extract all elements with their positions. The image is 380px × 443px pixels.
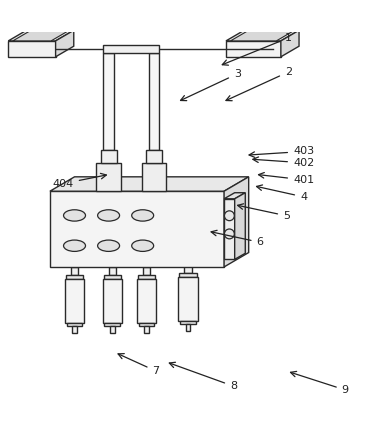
Text: 3: 3 [180,69,241,101]
Polygon shape [65,279,84,323]
Polygon shape [142,267,150,275]
Polygon shape [55,30,74,57]
Ellipse shape [98,210,120,221]
Text: 6: 6 [211,230,264,247]
Text: 5: 5 [238,204,290,221]
Polygon shape [231,30,294,41]
Polygon shape [224,177,249,267]
Ellipse shape [132,210,154,221]
Polygon shape [226,30,299,41]
Polygon shape [186,324,190,331]
Text: 7: 7 [118,354,160,376]
Polygon shape [104,275,121,279]
Circle shape [225,211,234,221]
Ellipse shape [132,240,154,252]
Text: 403: 403 [249,147,314,157]
Polygon shape [179,272,197,277]
Polygon shape [184,265,192,272]
Polygon shape [149,53,159,150]
Polygon shape [101,150,117,163]
Text: 4: 4 [256,185,307,202]
Polygon shape [180,321,196,324]
Polygon shape [71,267,78,275]
Text: 9: 9 [291,371,349,395]
Text: 8: 8 [169,362,237,391]
Polygon shape [178,277,198,321]
Polygon shape [50,191,224,267]
Polygon shape [142,163,166,191]
Ellipse shape [98,240,120,252]
Polygon shape [138,323,154,326]
Polygon shape [50,177,249,191]
Text: 1: 1 [222,33,292,65]
Polygon shape [146,150,162,163]
Text: 402: 402 [253,157,314,168]
Polygon shape [66,323,82,326]
Polygon shape [224,199,235,259]
Ellipse shape [63,240,86,252]
Polygon shape [103,53,114,150]
Polygon shape [144,326,149,333]
Polygon shape [8,30,74,41]
Polygon shape [226,41,281,57]
Polygon shape [137,279,156,323]
Polygon shape [103,279,122,323]
Polygon shape [109,267,116,275]
Polygon shape [281,30,299,57]
Circle shape [225,229,234,239]
Polygon shape [138,275,155,279]
Polygon shape [8,41,55,57]
Ellipse shape [63,210,86,221]
Text: 2: 2 [226,67,292,101]
Polygon shape [103,45,159,53]
Text: 401: 401 [258,172,314,185]
Polygon shape [72,326,77,333]
Text: 404: 404 [52,173,106,189]
Polygon shape [224,193,245,199]
Polygon shape [96,163,121,191]
Polygon shape [235,193,245,259]
Polygon shape [110,326,115,333]
Polygon shape [66,275,83,279]
Polygon shape [105,323,120,326]
Polygon shape [13,30,69,41]
